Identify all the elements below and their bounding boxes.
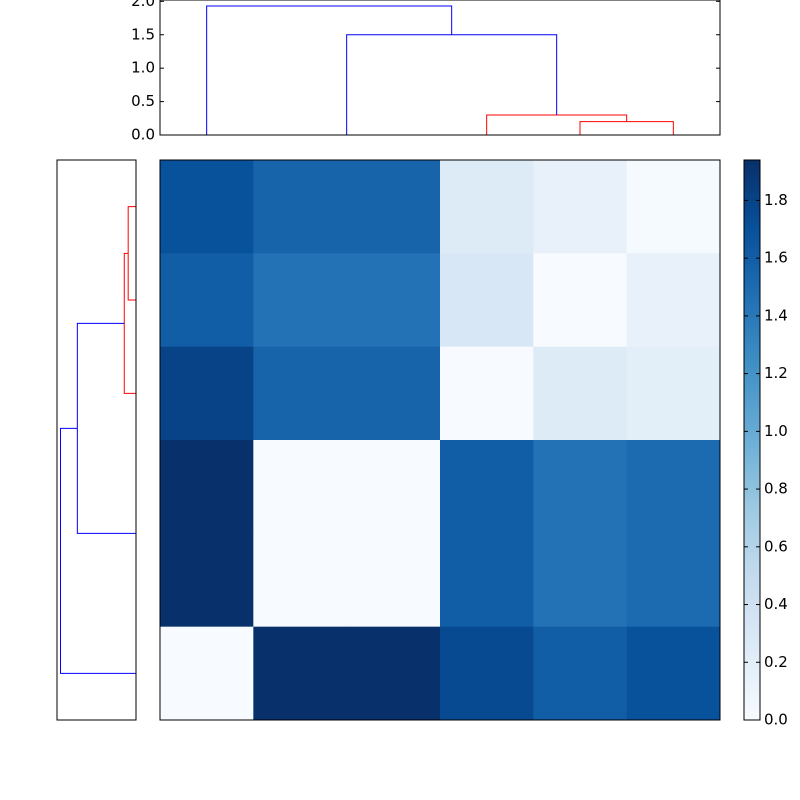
heatmap-cell: [533, 346, 628, 441]
heatmap-cell: [440, 440, 534, 534]
heatmap-cell: [440, 160, 534, 254]
colorbar-frame: [743, 159, 761, 721]
heatmap-cell: [626, 346, 721, 441]
heatmap-cell: [253, 533, 348, 628]
heatmap-cell: [253, 160, 348, 254]
dendrogram-link: [123, 252, 136, 394]
dendrogram-link: [60, 427, 136, 674]
heatmap-cell: [160, 440, 254, 534]
colorbar-tick-label: 0.6: [764, 537, 788, 555]
y-tick-label: 1.5: [131, 25, 155, 43]
y-tick-label: 0.5: [131, 92, 155, 110]
heatmap-cell: [160, 346, 254, 441]
dendrogram-link: [206, 5, 453, 135]
colorbar-tick-label: 1.8: [764, 191, 788, 209]
y-tick-label: 2.0: [131, 0, 155, 10]
dendrogram-link: [127, 206, 136, 301]
heatmap-cell: [440, 626, 534, 721]
heatmap-cell: [346, 160, 441, 254]
heatmap-cell: [626, 253, 721, 348]
heatmap-cell: [346, 626, 441, 721]
heatmap-cell: [346, 440, 441, 534]
y-tick-label: 0.0: [131, 126, 155, 144]
heatmap-cell: [440, 253, 534, 348]
heatmap-cell: [533, 253, 628, 348]
heatmap-cell: [626, 160, 721, 254]
heatmap-cell: [440, 346, 534, 441]
colorbar: [744, 160, 760, 720]
heatmap-cell: [253, 346, 348, 441]
heatmap-cell: [626, 533, 721, 628]
heatmap-cell: [346, 533, 441, 628]
heatmap-cell: [160, 626, 254, 721]
colorbar-tick-label: 0.0: [764, 711, 788, 729]
colorbar-tick-label: 0.8: [764, 480, 788, 498]
heatmap-cell: [533, 440, 628, 534]
heatmap-cell: [533, 160, 628, 254]
heatmap-cell: [253, 626, 348, 721]
colorbar-tick-label: 1.0: [764, 422, 788, 440]
heatmap-cell: [440, 533, 534, 628]
colorbar-tick-label: 0.4: [764, 595, 788, 613]
heatmap-cell: [253, 440, 348, 534]
panel-frame: [159, 159, 721, 721]
colorbar-tick-label: 1.2: [764, 364, 788, 382]
heatmap-cell: [626, 626, 721, 721]
colorbar-tick-label: 0.2: [764, 653, 788, 671]
heatmap-cell: [160, 160, 254, 254]
dendrogram-link: [76, 322, 136, 534]
dendrogram-link: [579, 121, 674, 135]
heatmap-cell: [160, 533, 254, 628]
panel-frame: [56, 159, 137, 721]
dendrogram-link: [486, 114, 628, 135]
colorbar-tick-label: 1.4: [764, 306, 788, 324]
colorbar-tick-label: 1.6: [764, 249, 788, 267]
heatmap-cell: [346, 253, 441, 348]
heatmap-cell: [533, 533, 628, 628]
heatmap-cell: [533, 626, 628, 721]
y-tick-label: 1.0: [131, 59, 155, 77]
heatmap-cell: [346, 346, 441, 441]
heatmap-cell: [626, 440, 721, 534]
panel-frame: [159, 0, 721, 136]
heatmap-cell: [160, 253, 254, 348]
heatmap-cell: [253, 253, 348, 348]
dendrogram-link: [346, 34, 558, 135]
